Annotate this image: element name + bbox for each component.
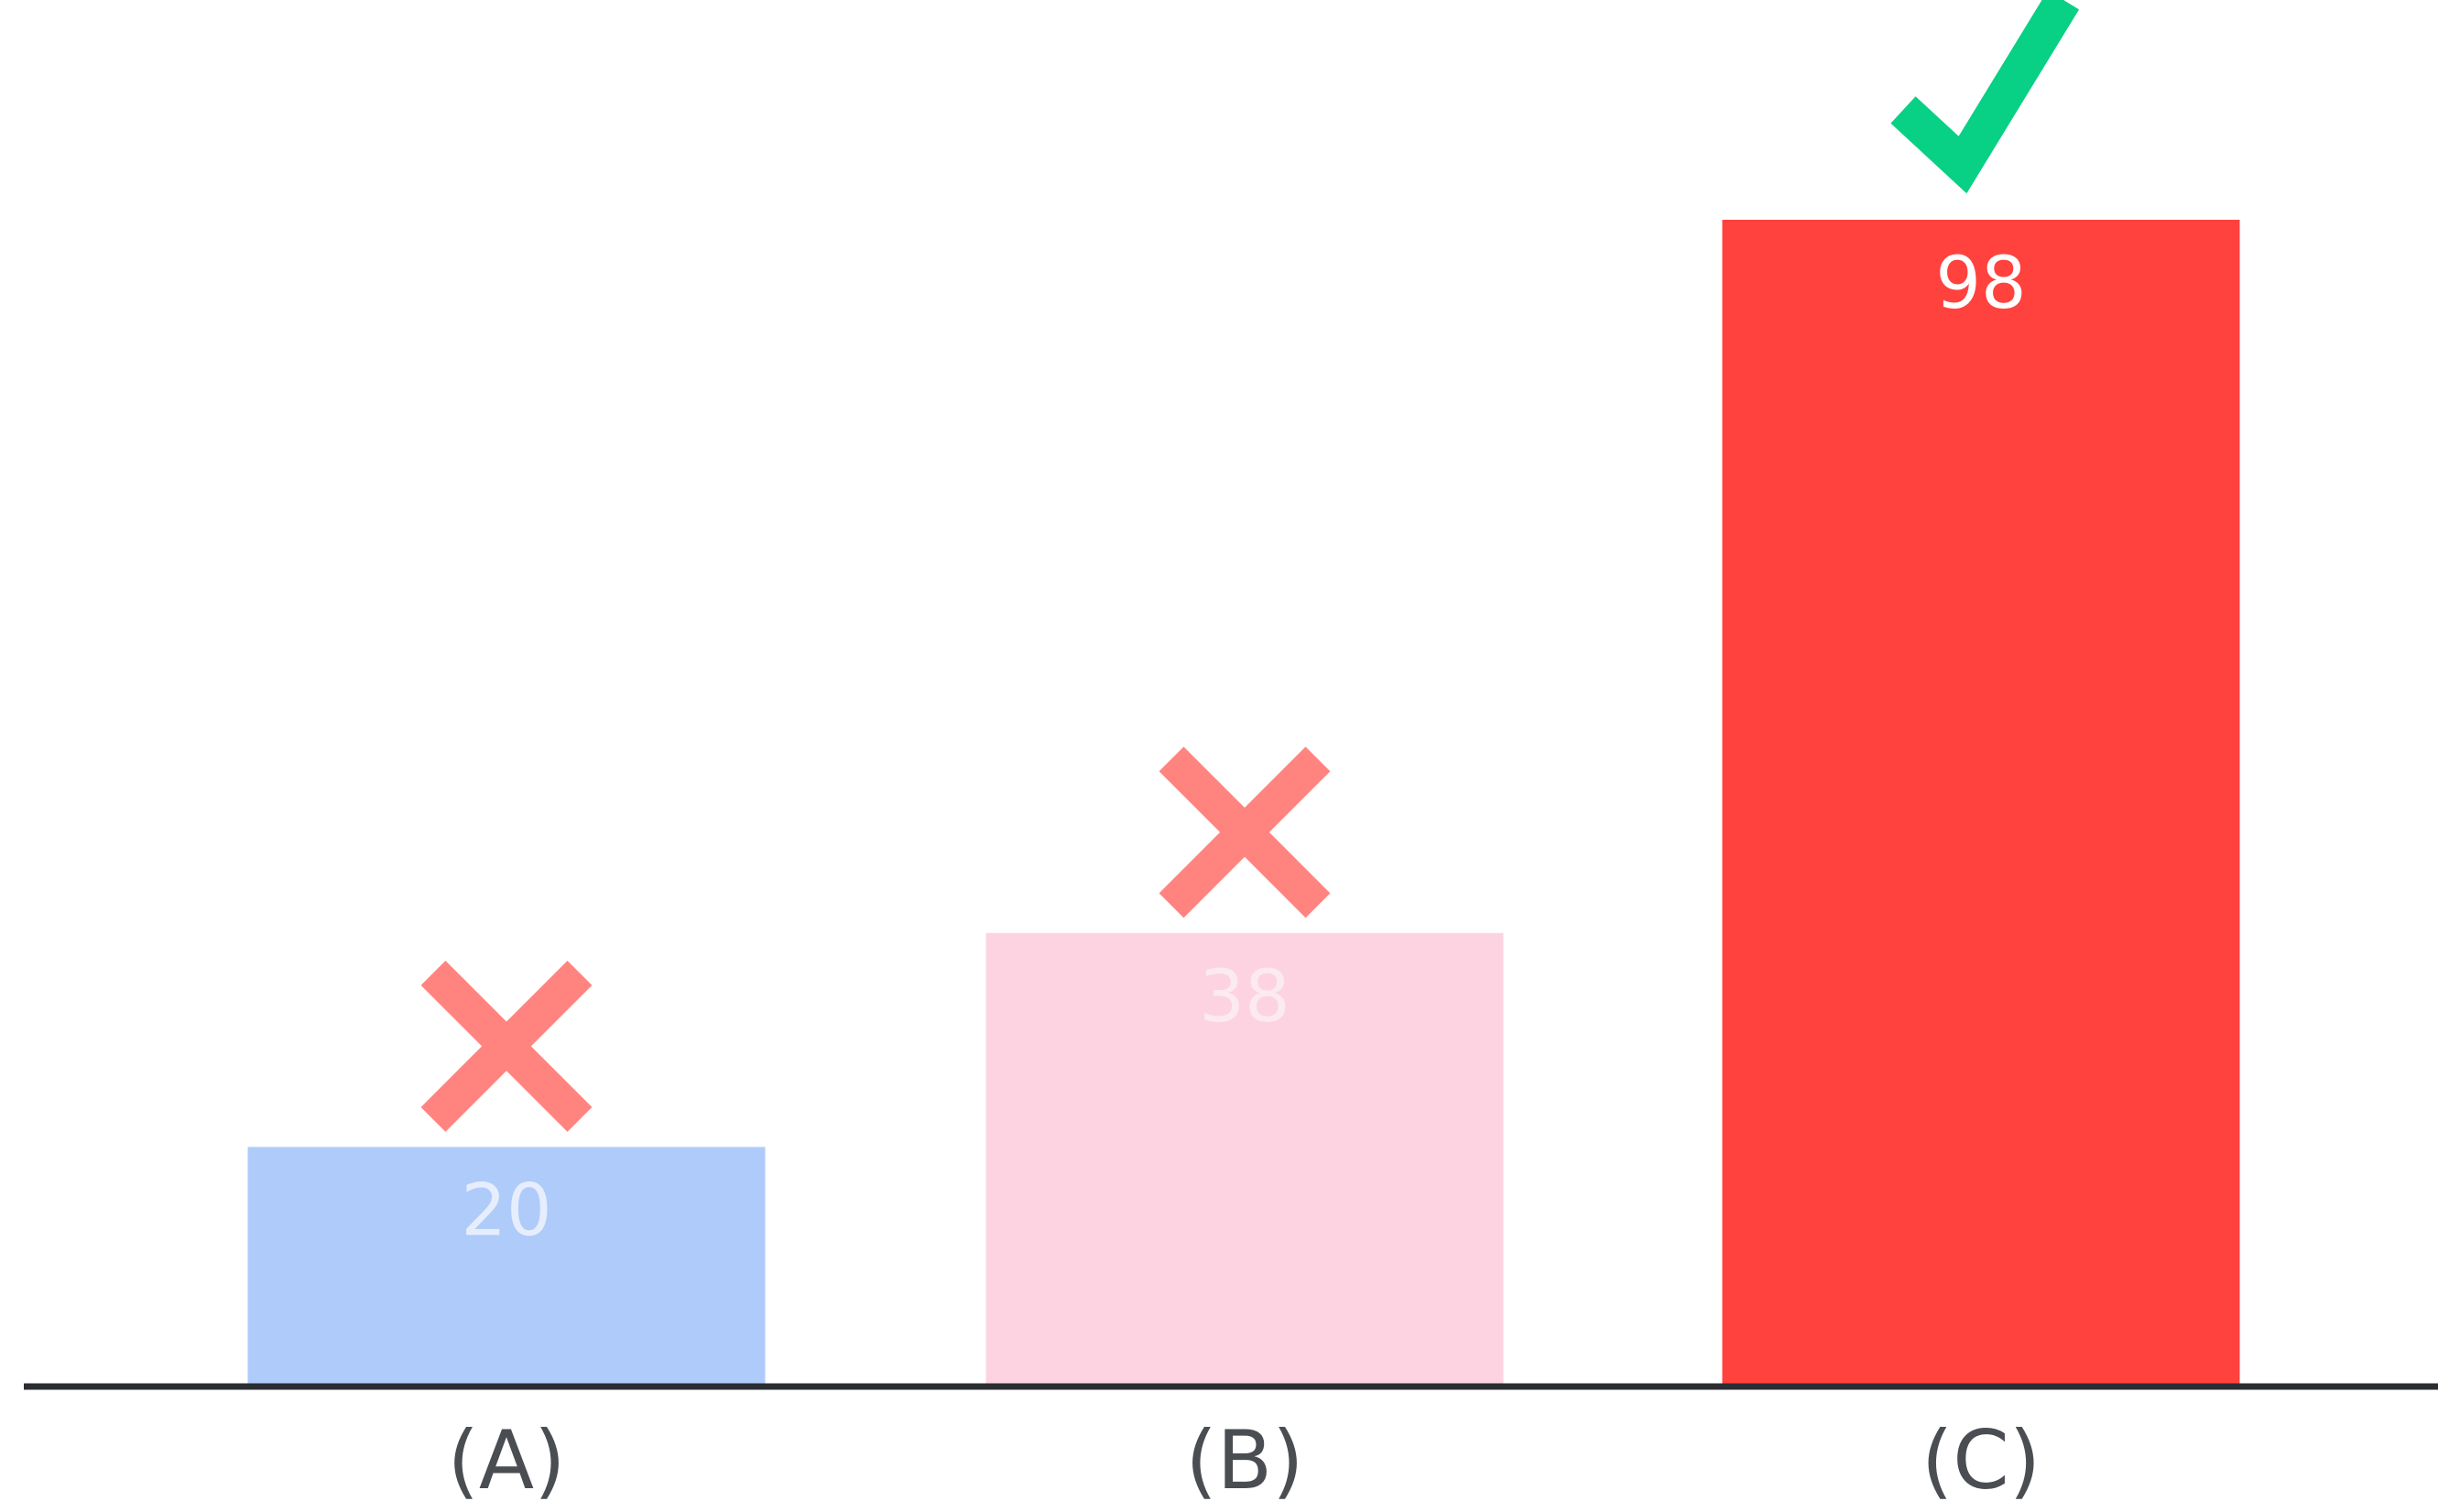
category-label-2: (B)	[1185, 1413, 1303, 1507]
value-label-1: 20	[461, 1169, 551, 1252]
cross-icon	[1159, 746, 1331, 919]
value-label-3: 98	[1935, 243, 2026, 325]
bar-1	[247, 1147, 766, 1385]
category-label-3: (C)	[1921, 1413, 2041, 1507]
bar-3	[1722, 219, 2240, 1386]
value-labels-group: 20 38 98	[461, 243, 2026, 1252]
bars-group	[247, 219, 2240, 1386]
category-label-1: (A)	[448, 1413, 566, 1507]
markers-group	[420, 0, 2080, 1132]
bar-2	[985, 932, 1504, 1385]
value-label-2: 38	[1199, 956, 1290, 1039]
category-labels-group: (A) (B) (C)	[448, 1413, 2041, 1507]
cross-icon	[420, 960, 593, 1132]
checkmark-icon	[1890, 0, 2080, 194]
